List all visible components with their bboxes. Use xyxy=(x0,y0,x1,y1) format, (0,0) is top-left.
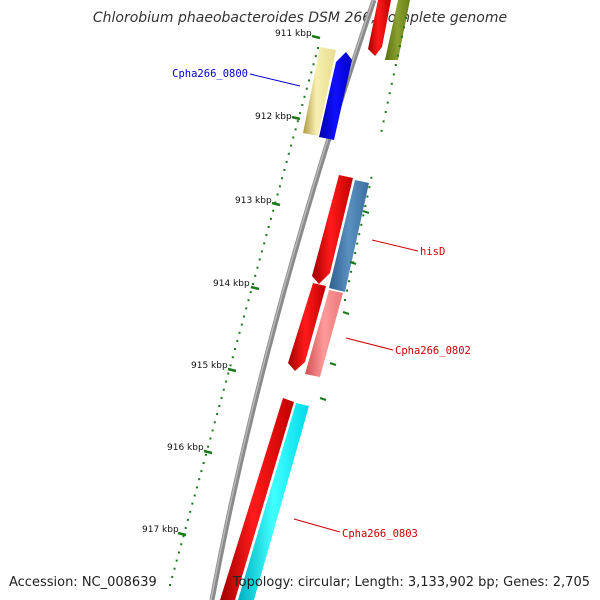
kbp-label: 917 kbp xyxy=(142,525,179,535)
kbp-scale: 911 kbp 912 kbp 913 kbp 914 kbp 915 kbp … xyxy=(142,29,321,537)
gene-cyan-cpha266-0803 xyxy=(238,403,309,600)
gene-label-hisd: hisD xyxy=(420,246,445,258)
kbp-label: 914 kbp xyxy=(213,279,250,289)
gene-label-cpha266-0800: Cpha266_0800 xyxy=(172,68,248,80)
kbp-label: 913 kbp xyxy=(235,196,272,206)
tick-dots xyxy=(169,17,407,586)
genome-summary: Topology: circular; Length: 3,133,902 bp… xyxy=(232,575,590,590)
accession-text: Accession: NC_008639 xyxy=(9,575,157,590)
gene-pink-cpha266-0802 xyxy=(305,290,343,377)
gene-steelblue-hisD xyxy=(329,180,369,292)
gene-label-cpha266-0803: Cpha266_0803 xyxy=(342,528,418,540)
gene-red-915 xyxy=(288,283,326,371)
gene-red-top xyxy=(368,0,391,56)
gene-red-913 xyxy=(312,175,353,284)
gene-blue-cpha266-0800 xyxy=(319,52,352,140)
gene-olive xyxy=(385,0,410,60)
gene-yellow xyxy=(303,47,336,136)
genome-backbone xyxy=(209,0,377,600)
gene-label-cpha266-0802: Cpha266_0802 xyxy=(395,345,471,357)
gene-callouts: Cpha266_0800 hisD Cpha266_0802 Cpha266_0… xyxy=(172,68,471,540)
kbp-label: 915 kbp xyxy=(191,361,228,371)
kbp-label: 916 kbp xyxy=(167,443,204,453)
kbp-label: 912 kbp xyxy=(255,112,292,122)
gene-red-long xyxy=(220,398,294,600)
kbp-label: 911 kbp xyxy=(275,29,312,39)
